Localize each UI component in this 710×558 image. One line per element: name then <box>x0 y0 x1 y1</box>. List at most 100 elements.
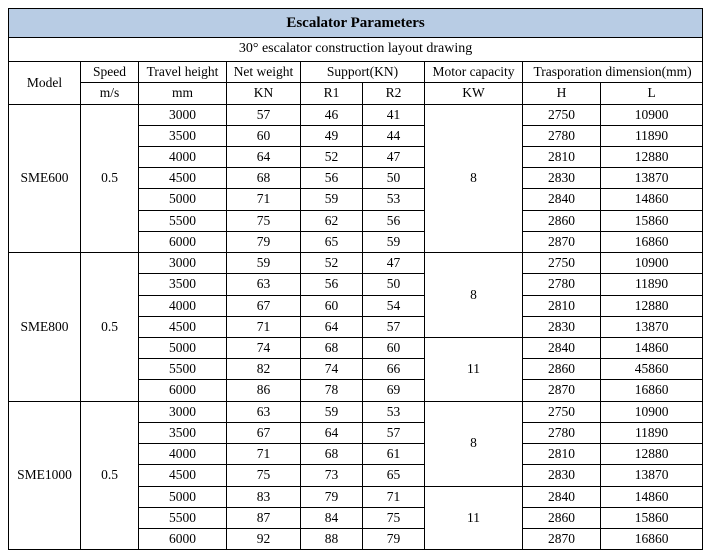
h-cell: 2830 <box>523 465 601 486</box>
motor-capacity-cell: 11 <box>425 486 523 550</box>
header-h: H <box>523 83 601 104</box>
travel-height-cell: 6000 <box>139 380 227 401</box>
table-row: SME10000.530006359538275010900 <box>9 401 703 422</box>
net-weight-cell: 71 <box>227 189 301 210</box>
net-weight-cell: 63 <box>227 274 301 295</box>
r1-cell: 60 <box>301 295 363 316</box>
r1-cell: 64 <box>301 316 363 337</box>
r1-cell: 56 <box>301 274 363 295</box>
r2-cell: 44 <box>363 125 425 146</box>
travel-height-cell: 3000 <box>139 401 227 422</box>
l-cell: 13870 <box>601 168 703 189</box>
travel-height-cell: 5000 <box>139 189 227 210</box>
l-cell: 11890 <box>601 422 703 443</box>
travel-height-cell: 4500 <box>139 168 227 189</box>
r1-cell: 56 <box>301 168 363 189</box>
r1-cell: 73 <box>301 465 363 486</box>
travel-height-cell: 5000 <box>139 486 227 507</box>
net-weight-cell: 82 <box>227 359 301 380</box>
header-weight-unit: KN <box>227 83 301 104</box>
r1-cell: 62 <box>301 210 363 231</box>
subtitle-row: 30° escalator construction layout drawin… <box>9 38 703 62</box>
motor-capacity-cell: 8 <box>425 253 523 338</box>
header-net-weight: Net weight <box>227 62 301 83</box>
r2-cell: 65 <box>363 465 425 486</box>
r1-cell: 46 <box>301 104 363 125</box>
net-weight-cell: 79 <box>227 231 301 252</box>
h-cell: 2810 <box>523 295 601 316</box>
net-weight-cell: 59 <box>227 253 301 274</box>
r2-cell: 56 <box>363 210 425 231</box>
r1-cell: 64 <box>301 422 363 443</box>
header-r1: R1 <box>301 83 363 104</box>
h-cell: 2750 <box>523 253 601 274</box>
h-cell: 2860 <box>523 210 601 231</box>
r1-cell: 52 <box>301 253 363 274</box>
net-weight-cell: 68 <box>227 168 301 189</box>
motor-capacity-cell: 8 <box>425 104 523 253</box>
model-cell: SME1000 <box>9 401 81 550</box>
r1-cell: 59 <box>301 189 363 210</box>
r1-cell: 78 <box>301 380 363 401</box>
h-cell: 2840 <box>523 486 601 507</box>
travel-height-cell: 6000 <box>139 528 227 549</box>
travel-height-cell: 4000 <box>139 147 227 168</box>
net-weight-cell: 57 <box>227 104 301 125</box>
table-row: SME6000.530005746418275010900 <box>9 104 703 125</box>
travel-height-cell: 3000 <box>139 253 227 274</box>
h-cell: 2830 <box>523 168 601 189</box>
r2-cell: 50 <box>363 274 425 295</box>
r2-cell: 75 <box>363 507 425 528</box>
r2-cell: 57 <box>363 316 425 337</box>
r2-cell: 54 <box>363 295 425 316</box>
travel-height-cell: 4500 <box>139 316 227 337</box>
travel-height-cell: 4500 <box>139 465 227 486</box>
net-weight-cell: 92 <box>227 528 301 549</box>
net-weight-cell: 74 <box>227 337 301 358</box>
net-weight-cell: 67 <box>227 295 301 316</box>
r1-cell: 68 <box>301 337 363 358</box>
l-cell: 12880 <box>601 444 703 465</box>
travel-height-cell: 3000 <box>139 104 227 125</box>
l-cell: 14860 <box>601 337 703 358</box>
h-cell: 2840 <box>523 189 601 210</box>
h-cell: 2860 <box>523 359 601 380</box>
r1-cell: 88 <box>301 528 363 549</box>
r2-cell: 61 <box>363 444 425 465</box>
r1-cell: 84 <box>301 507 363 528</box>
r1-cell: 49 <box>301 125 363 146</box>
header-l: L <box>601 83 703 104</box>
r2-cell: 79 <box>363 528 425 549</box>
model-cell: SME600 <box>9 104 81 253</box>
escalator-parameters-table: Escalator Parameters 30° escalator const… <box>8 8 703 550</box>
l-cell: 16860 <box>601 380 703 401</box>
net-weight-cell: 63 <box>227 401 301 422</box>
r1-cell: 65 <box>301 231 363 252</box>
net-weight-cell: 83 <box>227 486 301 507</box>
header-row-2: m/s mm KN R1 R2 KW H L <box>9 83 703 104</box>
header-speed: Speed <box>81 62 139 83</box>
net-weight-cell: 67 <box>227 422 301 443</box>
title-row: Escalator Parameters <box>9 9 703 38</box>
travel-height-cell: 3500 <box>139 274 227 295</box>
net-weight-cell: 64 <box>227 147 301 168</box>
travel-height-cell: 3500 <box>139 125 227 146</box>
r2-cell: 47 <box>363 253 425 274</box>
h-cell: 2810 <box>523 147 601 168</box>
r2-cell: 60 <box>363 337 425 358</box>
model-cell: SME800 <box>9 253 81 402</box>
l-cell: 15860 <box>601 210 703 231</box>
l-cell: 14860 <box>601 189 703 210</box>
travel-height-cell: 4000 <box>139 444 227 465</box>
r2-cell: 66 <box>363 359 425 380</box>
h-cell: 2870 <box>523 528 601 549</box>
motor-capacity-cell: 11 <box>425 337 523 401</box>
motor-capacity-cell: 8 <box>425 401 523 486</box>
h-cell: 2830 <box>523 316 601 337</box>
l-cell: 13870 <box>601 465 703 486</box>
header-travel-unit: mm <box>139 83 227 104</box>
net-weight-cell: 60 <box>227 125 301 146</box>
table-subtitle: 30° escalator construction layout drawin… <box>9 38 703 62</box>
l-cell: 14860 <box>601 486 703 507</box>
net-weight-cell: 86 <box>227 380 301 401</box>
